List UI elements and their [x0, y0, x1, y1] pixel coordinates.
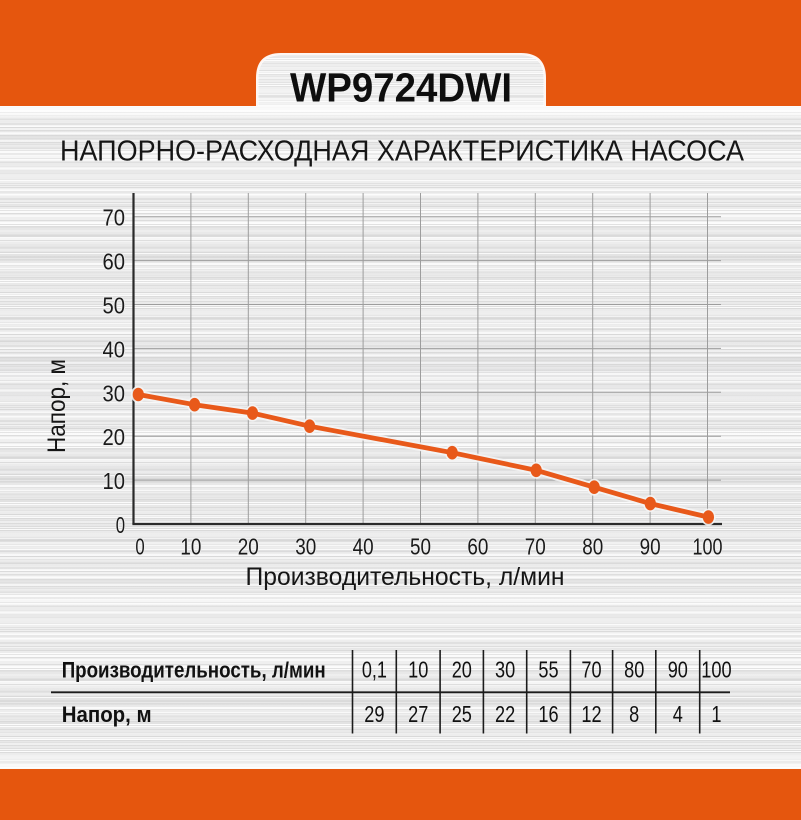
svg-text:8: 8	[629, 701, 639, 727]
svg-text:20: 20	[238, 534, 259, 560]
svg-text:10: 10	[103, 468, 126, 494]
svg-text:50: 50	[103, 293, 126, 319]
svg-text:30: 30	[495, 657, 515, 683]
svg-text:Производительность, л/мин: Производительность, л/мин	[62, 658, 326, 683]
svg-text:22: 22	[495, 701, 515, 727]
svg-text:30: 30	[103, 380, 126, 406]
svg-text:WP9724DWI: WP9724DWI	[290, 65, 512, 111]
svg-text:27: 27	[408, 701, 428, 727]
svg-text:10: 10	[408, 657, 428, 683]
svg-text:20: 20	[452, 657, 472, 683]
svg-text:Напор, м: Напор, м	[62, 702, 152, 727]
svg-text:12: 12	[581, 701, 601, 727]
svg-text:Производительность, л/мин: Производительность, л/мин	[246, 563, 565, 591]
svg-text:НАПОРНО-РАСХОДНАЯ ХАРАКТЕРИСТИ: НАПОРНО-РАСХОДНАЯ ХАРАКТЕРИСТИКА НАСОСА	[60, 136, 745, 168]
svg-text:25: 25	[452, 701, 472, 727]
svg-text:80: 80	[582, 534, 603, 560]
svg-text:1: 1	[711, 701, 721, 727]
svg-text:40: 40	[103, 336, 126, 362]
svg-text:100: 100	[701, 657, 731, 683]
svg-text:0,1: 0,1	[362, 657, 387, 683]
svg-text:70: 70	[103, 205, 126, 231]
svg-text:100: 100	[693, 534, 723, 560]
svg-text:80: 80	[624, 657, 644, 683]
svg-text:Напор, м: Напор, м	[43, 359, 71, 453]
svg-text:60: 60	[103, 249, 126, 275]
svg-text:4: 4	[673, 701, 683, 727]
svg-text:10: 10	[180, 534, 201, 560]
svg-text:50: 50	[410, 534, 431, 560]
svg-text:60: 60	[467, 534, 488, 560]
svg-text:55: 55	[538, 657, 558, 683]
svg-text:16: 16	[538, 701, 558, 727]
svg-text:0: 0	[116, 512, 125, 538]
svg-text:0: 0	[135, 534, 144, 560]
svg-text:90: 90	[668, 657, 688, 683]
svg-text:70: 70	[525, 534, 546, 560]
svg-text:40: 40	[353, 534, 374, 560]
svg-text:20: 20	[103, 424, 126, 450]
svg-text:30: 30	[295, 534, 316, 560]
svg-text:90: 90	[640, 534, 661, 560]
svg-text:70: 70	[581, 657, 601, 683]
svg-text:29: 29	[364, 701, 384, 727]
